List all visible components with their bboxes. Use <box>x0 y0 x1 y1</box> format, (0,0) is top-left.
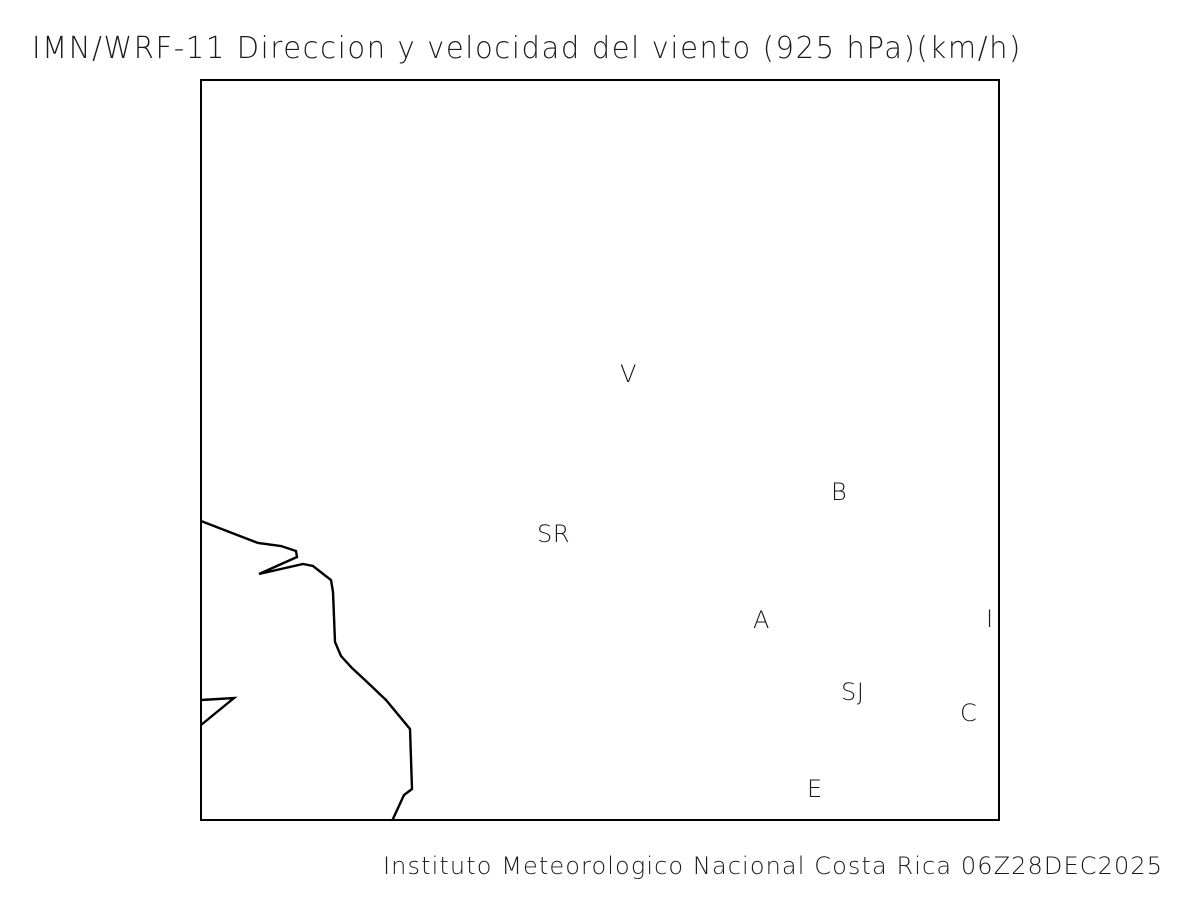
station-label-a: A <box>753 606 771 634</box>
station-label-sj: SJ <box>841 678 865 706</box>
station-label-i: I <box>986 605 994 633</box>
coastline-peninsula-notch <box>200 696 238 726</box>
page-title: IMN/WRF-11 Direccion y velocidad del vie… <box>32 30 1022 66</box>
station-label-v: V <box>620 360 638 388</box>
station-label-b: B <box>831 478 848 506</box>
map-plot-area: V B SR A I SJ C E <box>200 79 1000 821</box>
station-label-c: C <box>960 699 978 727</box>
map-frame-border <box>200 79 1000 821</box>
station-label-sr: SR <box>537 520 571 548</box>
station-label-e: E <box>807 775 823 803</box>
coastline-pacific <box>200 519 414 821</box>
footer-caption: Instituto Meteorologico Nacional Costa R… <box>383 852 1164 880</box>
map-graphic <box>200 79 1000 821</box>
